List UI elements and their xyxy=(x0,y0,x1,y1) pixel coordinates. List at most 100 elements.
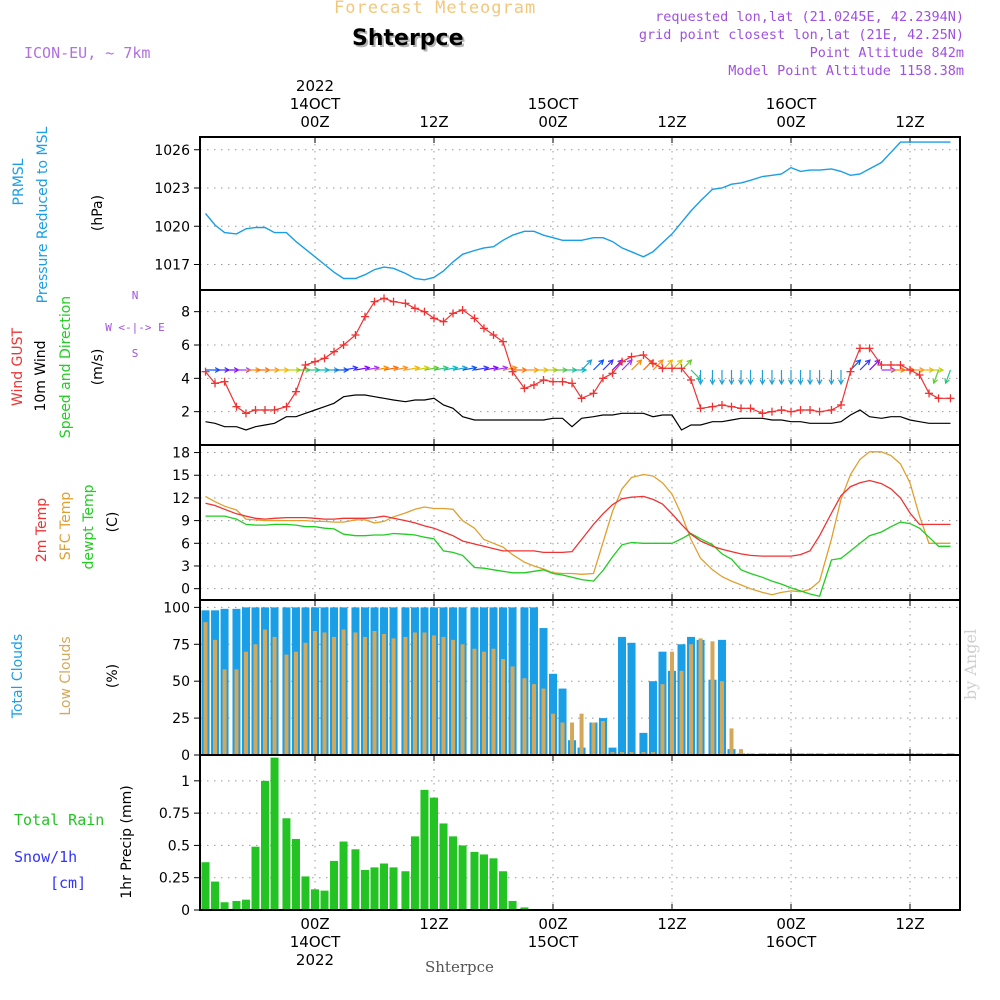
gust-marker xyxy=(677,364,686,373)
wind-arrow xyxy=(838,370,844,386)
y-tick-label: 2 xyxy=(181,405,190,421)
low-cloud-bar xyxy=(253,644,258,755)
y-tick-label: 1017 xyxy=(154,258,190,274)
wind-arrow-shaft xyxy=(483,366,498,371)
y-tick-label: 8 xyxy=(181,305,190,321)
low-cloud-bar xyxy=(213,639,218,755)
low-cloud-bar xyxy=(332,636,337,755)
panel-frame xyxy=(199,136,961,291)
gust-marker xyxy=(815,407,824,416)
y-tick-label: 0 xyxy=(181,582,190,598)
compass-s: S xyxy=(132,347,139,360)
y-tick-label: 0 xyxy=(181,748,190,764)
gust-marker xyxy=(758,409,767,418)
y-tick-label: 25 xyxy=(172,711,190,727)
wind-arrow-shaft xyxy=(383,366,398,371)
low-cloud-bar xyxy=(698,638,703,755)
gust-marker xyxy=(539,376,548,384)
top-hour-label: 12Z xyxy=(419,113,448,131)
gust-marker xyxy=(856,344,865,353)
gust-marker xyxy=(420,307,429,316)
low-cloud-bar xyxy=(522,678,527,755)
bottom-hour-label: 00Z xyxy=(538,915,567,933)
gust-marker xyxy=(261,406,270,414)
bottom-hour-label: 12Z xyxy=(419,915,448,933)
wind-arrow xyxy=(788,370,794,386)
low-cloud-bar xyxy=(391,638,396,755)
bottom-year-label: 2022 xyxy=(296,951,334,969)
rain-bar xyxy=(470,851,479,910)
gust-marker xyxy=(568,379,577,388)
low-cloud-bar xyxy=(729,728,734,755)
y-tick-label: 100 xyxy=(163,600,190,616)
wind-arrow-head xyxy=(944,378,950,385)
y-tick-label: 3 xyxy=(181,559,190,575)
wind-arrow-shaft xyxy=(859,359,871,371)
wind-arrow xyxy=(747,370,754,386)
wind-arrow-head xyxy=(828,379,835,386)
chart-title: Forecast Meteogram xyxy=(334,0,537,18)
clouds-label-total: Total Clouds xyxy=(10,634,26,719)
wind-arrow-shaft xyxy=(452,366,467,371)
gust-marker xyxy=(896,361,905,369)
wind-arrow-head xyxy=(667,359,674,366)
wind-arrow-head xyxy=(719,379,725,386)
gust-marker xyxy=(796,406,805,414)
wind-arrow-head xyxy=(697,379,704,386)
gust-marker xyxy=(251,406,260,414)
wind-gust-line xyxy=(205,297,951,414)
wind-arrow-shaft xyxy=(869,359,880,371)
wind-arrow xyxy=(769,370,775,386)
info-point-altitude: Point Altitude 842m xyxy=(809,45,964,61)
wind-arrow xyxy=(652,359,664,371)
low-cloud-bar xyxy=(263,629,268,755)
y-tick-label: 6 xyxy=(181,338,190,354)
rain-bar xyxy=(401,871,410,910)
y-tick-label: 15 xyxy=(172,468,190,484)
panel-frame xyxy=(199,444,961,601)
wind-arrow xyxy=(697,370,704,386)
temp-unit: (C) xyxy=(105,512,121,533)
gust-marker xyxy=(479,324,488,333)
rain-bar xyxy=(232,900,241,910)
wind-arrow-shaft xyxy=(433,366,448,371)
top-date-label: 15OCT xyxy=(528,95,579,113)
panel-temp: 0 3 6 9 12 15 18 xyxy=(172,444,961,601)
dewpt-line xyxy=(205,515,951,597)
gust-marker xyxy=(598,374,607,383)
wind-arrow-head xyxy=(709,379,716,386)
low-cloud-bar xyxy=(272,636,277,755)
total-cloud-bar xyxy=(618,636,627,755)
rain-bar xyxy=(339,841,348,910)
bottom-date-label: 14OCT xyxy=(290,933,341,951)
wind-label-direction: Speed and Direction xyxy=(58,296,74,438)
gust-marker xyxy=(211,379,220,388)
gust-marker xyxy=(311,357,319,366)
y-tick-label: 1 xyxy=(181,774,190,790)
y-tick-label: 75 xyxy=(172,637,190,653)
low-cloud-bar xyxy=(719,681,724,755)
gust-marker xyxy=(458,306,467,314)
low-cloud-bar xyxy=(303,642,308,755)
low-cloud-bar xyxy=(501,659,506,755)
gust-marker xyxy=(687,376,696,384)
y-tick-label: 4 xyxy=(181,371,190,387)
total-cloud-bar xyxy=(558,688,567,755)
gust-marker xyxy=(410,304,419,313)
rain-bar xyxy=(410,836,419,910)
gust-marker xyxy=(232,402,241,411)
y-tick-label: 9 xyxy=(181,514,190,530)
gust-marker xyxy=(777,406,786,414)
low-cloud-bar xyxy=(670,651,674,755)
wind-arrow-shaft xyxy=(424,366,439,371)
wind-arrow xyxy=(816,370,823,386)
wind-arrow-head xyxy=(838,379,844,386)
low-cloud-bar xyxy=(451,639,456,755)
wind-arrow xyxy=(690,369,702,381)
low-cloud-bar xyxy=(222,669,227,755)
rain-bar xyxy=(301,876,310,910)
low-cloud-bar xyxy=(650,752,655,755)
wind-arrow xyxy=(602,359,614,371)
wind-arrow-head xyxy=(738,379,744,386)
